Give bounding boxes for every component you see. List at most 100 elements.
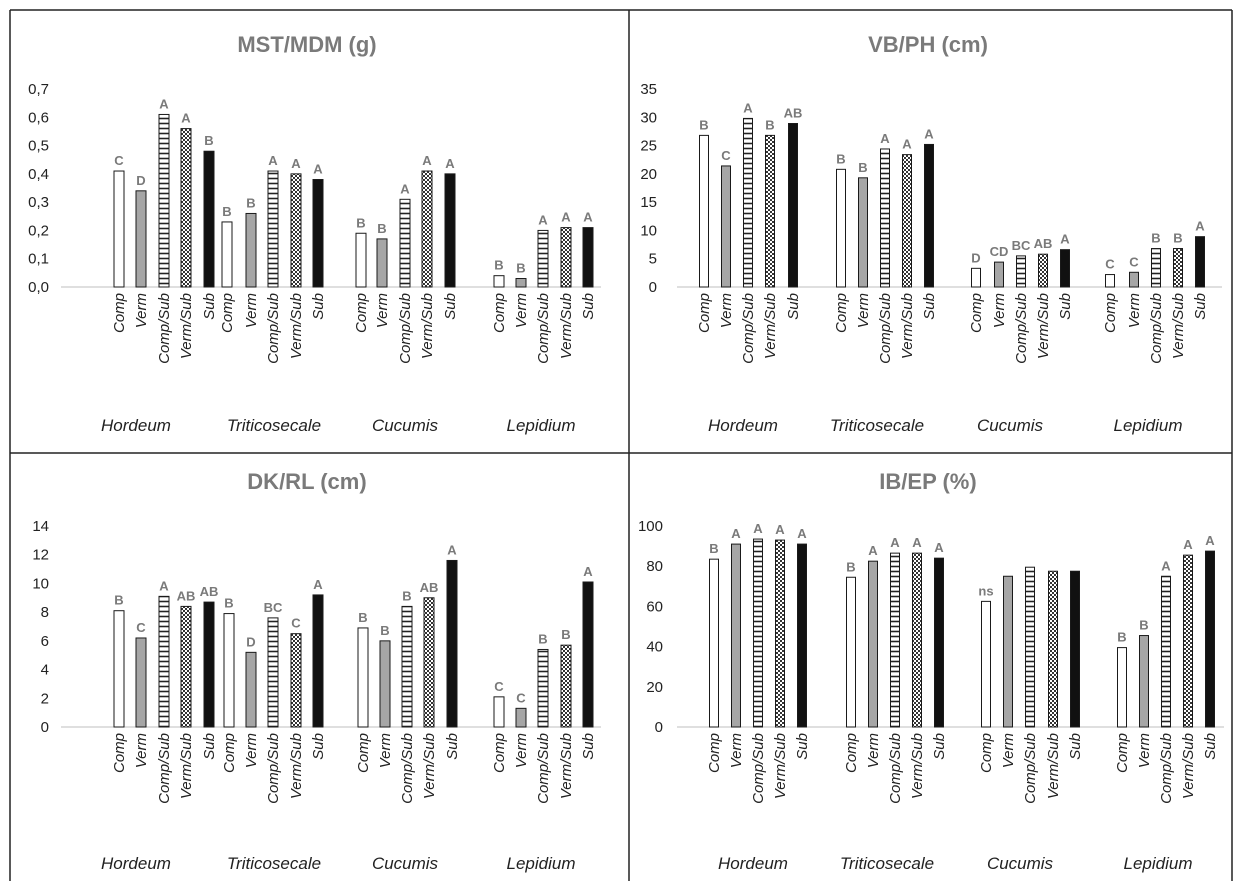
category-label: Comp (355, 733, 372, 773)
significance-letter: A (445, 156, 455, 171)
category-label: Verm (1000, 733, 1017, 768)
significance-letter: A (538, 212, 548, 227)
significance-letter: BC (1012, 238, 1031, 253)
bar-cucumis-comp-sub-horizontal-stripes (399, 198, 411, 288)
category-label: Sub (442, 293, 459, 320)
chart-title: IB/EP (%) (879, 469, 976, 494)
chart-panel-ib-ep: IB/EP (%) 0 20 40 60 80 100 B Comp A Verm A Comp/Sub… (638, 469, 1224, 873)
y-tick-label: 0,7 (28, 81, 49, 98)
significance-letter: A (159, 578, 169, 593)
significance-letter: B (858, 160, 867, 175)
bar-hordeum-comp-sub-horizontal-stripes (753, 538, 763, 728)
significance-letter: B (402, 588, 411, 603)
category-label: Verm (513, 733, 530, 768)
category-label: Comp/Sub (535, 733, 552, 804)
bar-triticosecale-verm-gray (858, 177, 868, 288)
significance-letter: B (224, 596, 233, 611)
category-label: Comp/Sub (877, 293, 894, 364)
category-label: Verm/Sub (558, 733, 575, 799)
significance-letter: C (291, 616, 301, 631)
bar-cucumis-verm-gray (1003, 575, 1013, 728)
bar-cucumis-comp-sub-horizontal-stripes (1016, 255, 1026, 288)
category-label: Verm/Sub (1170, 293, 1187, 359)
category-label: Verm (865, 733, 882, 768)
bar-triticosecale-comp-white (836, 168, 846, 288)
bar-hordeum-sub-black (203, 150, 215, 288)
significance-letter: B (222, 204, 231, 219)
bar-hordeum-sub-black (788, 123, 798, 288)
bar-cucumis-verm-gray (376, 238, 388, 288)
bar-cucumis-verm-gray (994, 261, 1004, 288)
significance-letter: A (753, 521, 763, 536)
significance-letter: A (1205, 533, 1215, 548)
bar-lepidium-comp-white (1105, 274, 1115, 288)
y-tick-label: 10 (32, 575, 49, 592)
bar-cucumis-verm-sub-checkered (1038, 253, 1048, 288)
bar-lepidium-comp-white (493, 696, 505, 728)
category-label: Comp/Sub (1148, 293, 1165, 364)
category-label: Comp/Sub (750, 733, 767, 804)
significance-letter: B (516, 261, 525, 276)
y-tick-label: 60 (646, 598, 663, 615)
significance-letter: C (494, 679, 504, 694)
bar-hordeum-comp-sub-horizontal-stripes (743, 117, 753, 288)
category-label: Comp (706, 733, 723, 773)
bar-cucumis-sub-black (446, 559, 458, 728)
significance-letter: B (1151, 231, 1160, 246)
bar-lepidium-comp-white (1117, 647, 1127, 728)
y-tick-label: 5 (649, 251, 657, 268)
category-label: Comp/Sub (265, 293, 282, 364)
significance-letter: B (1117, 630, 1126, 645)
bar-lepidium-sub-black (1205, 550, 1215, 728)
bar-hordeum-verm-gray (731, 543, 741, 728)
bar-hordeum-verm-sub-checkered (775, 539, 785, 728)
significance-letter: A (880, 131, 890, 146)
y-tick-label: 8 (41, 604, 49, 621)
significance-letter: B (114, 593, 123, 608)
category-label: Verm (243, 293, 260, 328)
y-tick-label: 12 (32, 547, 49, 564)
category-label: Verm (133, 733, 150, 768)
y-tick-label: 0 (655, 719, 663, 736)
significance-letter: A (313, 577, 323, 592)
category-label: Verm/Sub (419, 293, 436, 359)
significance-letter: B (1139, 618, 1148, 633)
bar-lepidium-comp-white (493, 275, 505, 288)
category-label: Verm (1126, 293, 1143, 328)
category-label: Verm (513, 293, 530, 328)
bar-triticosecale-comp-sub-horizontal-stripes (267, 170, 279, 288)
bar-cucumis-verm-sub-checkered (1048, 570, 1058, 728)
category-label: Verm (374, 293, 391, 328)
category-label: Sub (580, 733, 597, 760)
bar-triticosecale-verm-sub-checkered (290, 173, 302, 288)
bar-cucumis-comp-sub-horizontal-stripes (401, 605, 413, 728)
y-tick-label: 25 (640, 138, 657, 155)
y-tick-label: 0,1 (28, 251, 49, 268)
category-label: Sub (310, 733, 327, 760)
category-label: Sub (921, 293, 938, 320)
significance-letter: B (709, 541, 718, 556)
bar-cucumis-comp-white (971, 267, 981, 288)
bar-triticosecale-verm-gray (868, 560, 878, 728)
bar-cucumis-comp-sub-horizontal-stripes (1025, 566, 1035, 728)
y-tick-label: 4 (41, 662, 49, 679)
group-label-cucumis: Cucumis (977, 416, 1044, 435)
significance-letter: A (291, 156, 301, 171)
category-label: Sub (201, 733, 218, 760)
bar-hordeum-comp-sub-horizontal-stripes (158, 595, 170, 728)
significance-letter: A (868, 543, 878, 558)
y-tick-label: 100 (638, 518, 663, 535)
category-label: Sub (1192, 293, 1209, 320)
significance-letter: B (494, 258, 503, 273)
category-label: Verm (855, 293, 872, 328)
category-label: Comp (696, 293, 713, 333)
significance-letter: B (356, 215, 365, 230)
y-tick-label: 0 (649, 279, 657, 296)
y-tick-label: 0,3 (28, 194, 49, 211)
significance-letter: A (902, 137, 912, 152)
bar-hordeum-verm-gray (135, 190, 147, 288)
group-label-triticosecale: Triticosecale (227, 416, 321, 435)
bar-triticosecale-verm-sub-checkered (290, 633, 302, 728)
bar-triticosecale-sub-black (312, 594, 324, 728)
group-label-cucumis: Cucumis (987, 854, 1054, 873)
